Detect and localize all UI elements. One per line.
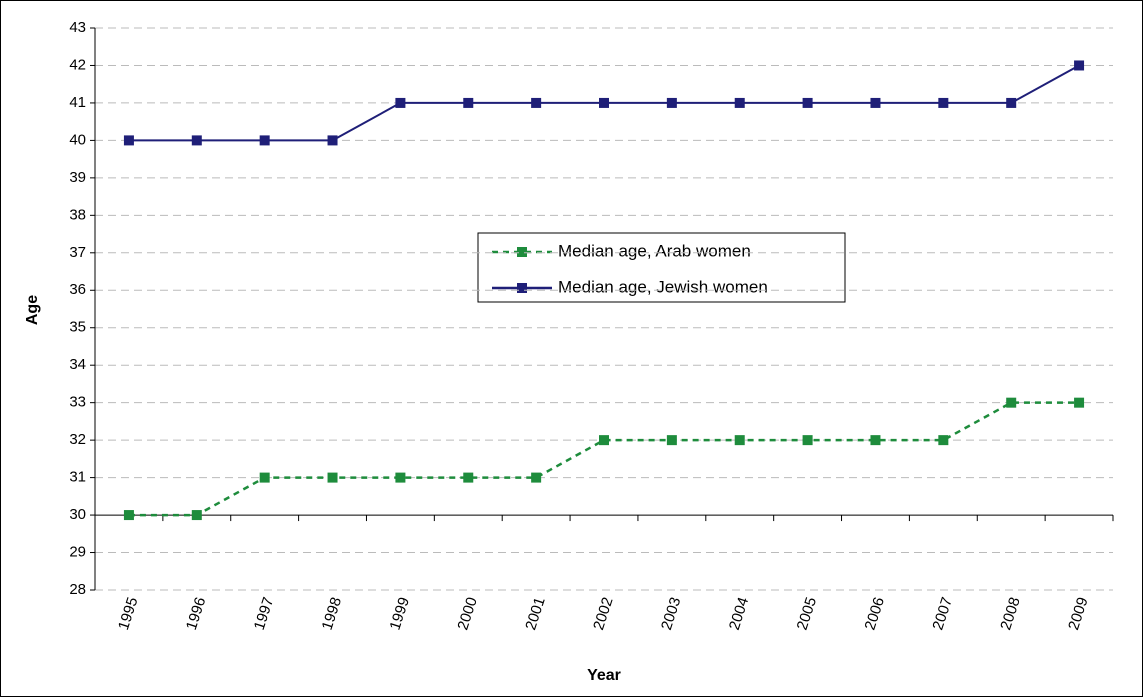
marker [463, 97, 474, 108]
legend-label: Median age, Arab women [558, 241, 751, 260]
y-tick-label: 35 [69, 319, 86, 336]
marker [123, 510, 134, 521]
marker [666, 97, 677, 108]
legend-marker [517, 283, 527, 293]
marker [599, 435, 609, 446]
marker [531, 97, 542, 108]
marker [666, 435, 677, 446]
y-tick-label: 34 [69, 356, 86, 373]
marker [802, 97, 813, 108]
y-tick-label: 29 [69, 544, 86, 561]
series-line [128, 401, 1080, 517]
y-tick-label: 40 [69, 131, 86, 148]
marker [870, 97, 881, 108]
marker [1006, 397, 1017, 408]
marker [123, 135, 134, 146]
marker [531, 472, 542, 483]
y-axis-title: Age [24, 295, 41, 325]
marker [327, 135, 338, 146]
marker [327, 472, 338, 483]
marker [191, 135, 202, 146]
marker [938, 435, 949, 446]
y-tick-label: 38 [69, 206, 86, 223]
y-tick-label: 36 [69, 281, 86, 298]
marker [870, 435, 881, 446]
marker [1074, 60, 1085, 71]
y-tick-label: 30 [69, 506, 86, 523]
x-axis-title: Year [587, 667, 621, 684]
marker [259, 472, 270, 483]
y-tick-label: 39 [69, 169, 86, 186]
legend: Median age, Arab women Median age, Jewish… [477, 232, 846, 303]
y-tick-label: 33 [69, 394, 86, 411]
marker [191, 510, 202, 521]
legend-marker [517, 247, 527, 257]
marker [259, 135, 270, 146]
marker [802, 435, 813, 446]
y-tick-label: 37 [69, 244, 86, 261]
marker [463, 472, 474, 483]
y-tick-label: 28 [69, 581, 86, 598]
marker [395, 472, 406, 483]
marker [395, 97, 406, 108]
marker [1074, 397, 1085, 408]
y-tick-label: 41 [69, 94, 86, 111]
marker [938, 97, 949, 108]
marker [734, 435, 745, 446]
marker [599, 97, 609, 108]
marker [734, 97, 745, 108]
y-tick-label: 32 [69, 431, 86, 448]
y-tick-label: 42 [69, 56, 86, 73]
y-tick-label: 43 [69, 19, 86, 36]
marker [1006, 97, 1017, 108]
y-tick-label: 31 [69, 469, 86, 486]
legend-label: Median age, Jewish women [558, 277, 768, 296]
